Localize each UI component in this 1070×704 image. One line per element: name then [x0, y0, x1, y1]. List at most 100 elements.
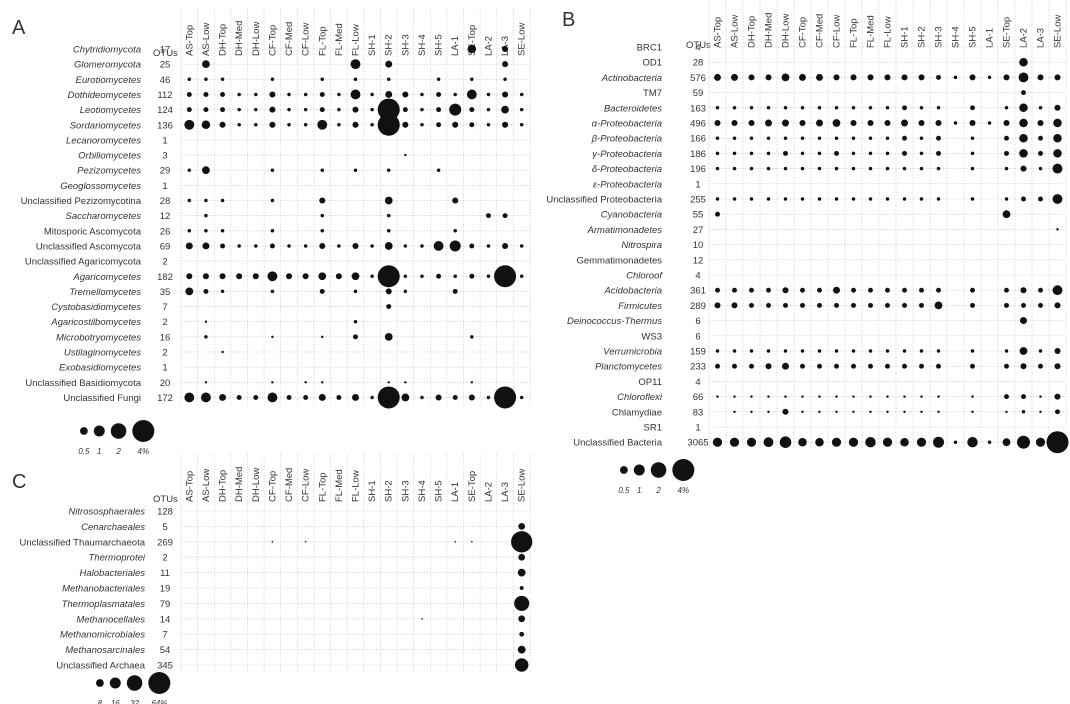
- bubble: [220, 77, 225, 82]
- bubble: [765, 363, 772, 370]
- bubble: [731, 302, 738, 309]
- bubble: [202, 242, 210, 250]
- bubble: [902, 287, 907, 293]
- bubble: [868, 302, 873, 308]
- bubble: [1038, 363, 1043, 369]
- column-label: FL-Med: [334, 23, 345, 56]
- row-label: Dothideomycetes: [68, 90, 142, 101]
- bubble: [953, 440, 958, 444]
- column-label: LA-2: [483, 482, 494, 502]
- bubble: [270, 198, 275, 203]
- bubble: [885, 349, 890, 353]
- row-label: SR1: [644, 423, 662, 434]
- column-label: DH-Med: [764, 13, 775, 48]
- bubble: [749, 287, 754, 293]
- bubble: [835, 395, 838, 398]
- bubble: [1021, 410, 1026, 414]
- column-label: SH-4: [951, 26, 962, 48]
- bubble: [221, 350, 224, 354]
- legend-label: 4%: [678, 486, 690, 495]
- bubble: [402, 91, 409, 98]
- row-label: OD1: [642, 58, 662, 69]
- bubble: [937, 410, 940, 414]
- bubble: [970, 287, 975, 293]
- row-otus: 28: [693, 58, 704, 69]
- bubble: [386, 229, 391, 233]
- row-otus: 3065: [687, 438, 708, 449]
- bubble: [452, 394, 458, 400]
- column-label: SH-4: [417, 480, 428, 502]
- row-label: TM7: [643, 88, 662, 99]
- bubble: [971, 395, 974, 398]
- row-label: Pezizomycetes: [77, 166, 141, 177]
- row-otus: 1: [695, 179, 700, 190]
- row-label: Unclassified Proteobacteria: [546, 195, 662, 206]
- bubble: [318, 393, 326, 401]
- row-label: Ustilaginomycetes: [64, 348, 141, 359]
- bubble: [470, 335, 474, 339]
- row-label: Thermoplasmatales: [62, 599, 146, 610]
- bubble: [503, 77, 507, 82]
- bubble: [502, 213, 508, 219]
- bubble: [319, 107, 325, 113]
- bubble: [1004, 166, 1009, 171]
- bubble: [337, 244, 341, 248]
- bubble: [201, 120, 211, 130]
- bubble: [732, 151, 737, 156]
- column-label: SE-Top: [467, 25, 478, 56]
- bubble: [818, 410, 821, 414]
- bubble: [502, 91, 509, 98]
- row-otus: 69: [160, 241, 171, 252]
- bubble: [303, 244, 308, 248]
- bubble: [766, 302, 771, 308]
- bubble: [486, 244, 491, 248]
- column-label: FL-Top: [317, 472, 328, 502]
- bubble: [386, 213, 391, 218]
- row-label: Acidobacteria: [603, 286, 662, 297]
- row-otus: 20: [160, 378, 171, 389]
- row-otus: 6: [695, 316, 700, 327]
- row-otus: 255: [690, 195, 706, 206]
- column-label: DH-Low: [251, 468, 262, 502]
- bubble: [800, 197, 805, 201]
- bubble: [494, 265, 517, 288]
- row-otus: 26: [160, 226, 171, 237]
- bubble: [1004, 363, 1009, 369]
- bubble: [816, 73, 823, 81]
- bubble: [732, 106, 737, 110]
- bubble: [920, 410, 923, 414]
- bubble: [303, 107, 308, 112]
- bubble: [220, 198, 225, 203]
- bubble: [254, 123, 258, 127]
- bubble: [204, 229, 208, 233]
- column-label: AS-Low: [201, 23, 212, 56]
- bubble: [817, 287, 822, 293]
- row-label: Armatimonadetes: [587, 225, 663, 236]
- bubble: [936, 287, 941, 293]
- bubble: [187, 168, 192, 172]
- bubble: [731, 119, 738, 127]
- bubble: [800, 363, 805, 369]
- bubble: [337, 92, 341, 97]
- bubble: [712, 437, 723, 447]
- bubble: [1052, 285, 1063, 296]
- bubble: [748, 119, 755, 127]
- bubble: [352, 121, 359, 128]
- bubble: [436, 107, 442, 113]
- bubble: [749, 197, 754, 201]
- bubble: [350, 89, 361, 100]
- bubble: [902, 105, 907, 111]
- bubble: [902, 363, 907, 369]
- row-otus: 5: [162, 522, 167, 533]
- bubble: [919, 287, 924, 293]
- bubble: [219, 393, 227, 401]
- column-label: CF-Med: [815, 14, 826, 48]
- row-otus: 159: [690, 347, 706, 358]
- bubble: [1020, 363, 1027, 370]
- bubble: [286, 273, 293, 280]
- row-otus: 2: [162, 348, 167, 359]
- bubble: [185, 287, 194, 296]
- column-label: CF-Top: [267, 25, 278, 56]
- bubble: [186, 107, 192, 113]
